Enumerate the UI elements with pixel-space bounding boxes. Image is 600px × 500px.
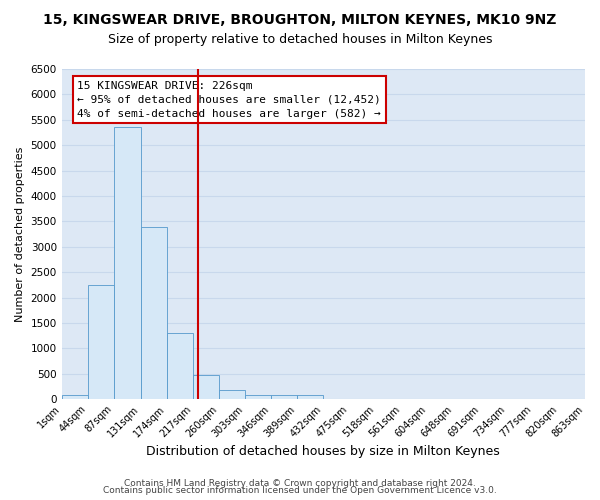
Bar [193, 374, 219, 399]
Text: 15, KINGSWEAR DRIVE, BROUGHTON, MILTON KEYNES, MK10 9NZ: 15, KINGSWEAR DRIVE, BROUGHTON, MILTON K… [43, 12, 557, 26]
X-axis label: Distribution of detached houses by size in Milton Keynes: Distribution of detached houses by size … [146, 444, 500, 458]
Bar [62, 396, 88, 399]
Bar [114, 128, 140, 399]
Bar [88, 285, 114, 399]
Text: 15 KINGSWEAR DRIVE: 226sqm
← 95% of detached houses are smaller (12,452)
4% of s: 15 KINGSWEAR DRIVE: 226sqm ← 95% of deta… [77, 80, 381, 118]
Bar [140, 228, 167, 399]
Text: Contains public sector information licensed under the Open Government Licence v3: Contains public sector information licen… [103, 486, 497, 495]
Bar [167, 333, 193, 399]
Y-axis label: Number of detached properties: Number of detached properties [15, 146, 25, 322]
Bar [297, 396, 323, 399]
Bar [271, 396, 297, 399]
Text: Contains HM Land Registry data © Crown copyright and database right 2024.: Contains HM Land Registry data © Crown c… [124, 478, 476, 488]
Text: Size of property relative to detached houses in Milton Keynes: Size of property relative to detached ho… [108, 32, 492, 46]
Bar [219, 390, 245, 399]
Bar [245, 396, 271, 399]
